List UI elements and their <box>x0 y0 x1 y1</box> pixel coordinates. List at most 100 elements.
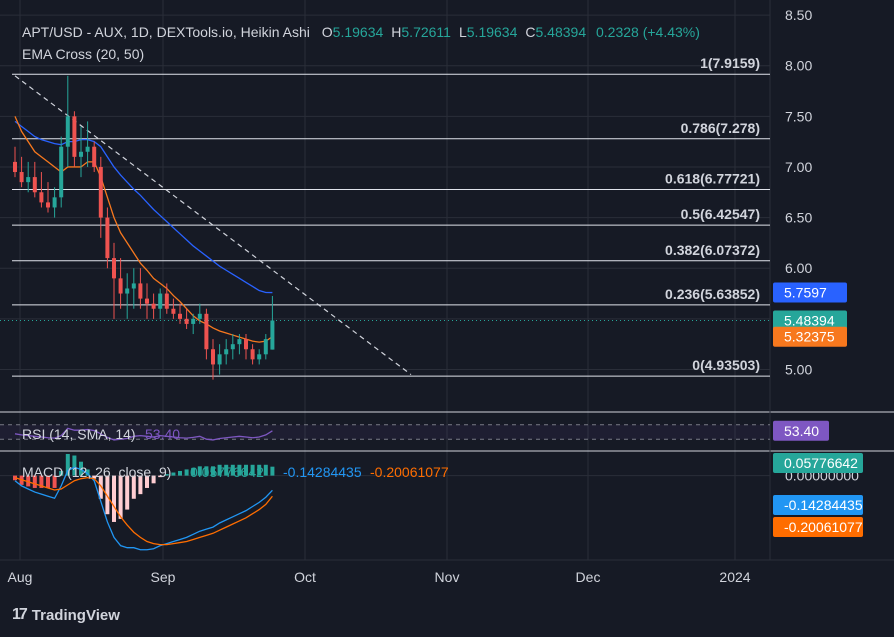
ohlc-label-o: O <box>321 24 333 40</box>
price-badge-label-ema_fast: 5.32375 <box>784 329 835 345</box>
candle-body <box>184 318 189 324</box>
candle-body <box>52 197 57 208</box>
price-tick-label: 7.00 <box>785 159 812 175</box>
signal-line <box>14 477 273 546</box>
macd-hist-bar <box>118 475 123 519</box>
macd-hist_badge <box>773 453 863 473</box>
macd-macd_badge <box>773 495 863 515</box>
macd-hist-bar <box>145 475 149 488</box>
chart-header: APT/USD - AUX, 1D, DEXTools.io, Heikin A… <box>22 24 700 40</box>
fib-label: 0.5(6.42547) <box>681 206 760 222</box>
ema-slow-line <box>14 120 273 294</box>
candle-body <box>19 172 24 183</box>
brand-name: TradingView <box>31 606 120 624</box>
candle-body <box>151 303 156 309</box>
macd-hist-bar <box>105 475 110 515</box>
macd-hist-bar <box>270 466 275 476</box>
candle-body <box>125 288 130 294</box>
macd-hist-bar <box>171 472 176 476</box>
candle-body <box>270 320 275 350</box>
fib-label: 0.618(6.77721) <box>665 171 760 187</box>
macd-hist-bar <box>72 455 77 476</box>
symbol-title: APT/USD - AUX, 1D, DEXTools.io, Heikin A… <box>22 24 310 40</box>
macd-hist-bar <box>191 467 196 476</box>
time-tick-label: Nov <box>435 569 460 585</box>
candle-body <box>118 278 123 294</box>
candle-body <box>26 177 31 183</box>
macd-line <box>14 466 273 551</box>
macd-hist_badge-label: 0.05776642 <box>784 455 858 471</box>
price-badge-ema_fast <box>773 326 847 347</box>
candle-body <box>79 151 83 157</box>
candle-body <box>46 202 50 208</box>
price-tick-label: 6.50 <box>785 210 812 226</box>
macd-signal_badge <box>773 517 863 537</box>
candle-body <box>171 308 176 314</box>
candle-body <box>244 339 248 350</box>
candle-body <box>65 116 70 147</box>
macd-hist-bar <box>197 466 202 476</box>
macd-hist-bar <box>211 466 215 476</box>
ohlc-label-l: L <box>458 24 467 40</box>
candle-body <box>138 283 143 299</box>
macd-hist-bar <box>65 453 70 476</box>
candle-body <box>72 116 77 157</box>
candle-body <box>204 313 209 350</box>
price-tick-label: 7.50 <box>785 108 812 124</box>
price-badge-label-ema_slow: 5.7597 <box>784 285 827 301</box>
macd-hist-bar <box>98 475 103 499</box>
fib-label: 0.786(7.278) <box>681 120 760 136</box>
macd-hist-bar <box>250 464 255 476</box>
candle-body <box>158 293 163 309</box>
candle-body <box>13 161 17 173</box>
price-badge-ema_slow <box>773 282 847 303</box>
price-badge-price <box>773 310 847 331</box>
ohlc-value-o: 5.19634 <box>332 24 384 40</box>
candle-body <box>145 298 149 304</box>
macd-hist-bar <box>92 475 97 479</box>
macd-hist-bar <box>32 475 37 488</box>
macd-legend-signal: -0.20061077 <box>370 464 449 480</box>
tradingview-logo-icon: 17 <box>12 606 28 623</box>
macd-hist-bar <box>79 461 83 476</box>
macd-hist-bar <box>230 464 235 476</box>
macd-hist-bar <box>184 469 189 476</box>
macd-hist-bar <box>224 464 229 476</box>
change-value: 0.2328 (+4.43%) <box>596 24 700 40</box>
candle-body <box>112 258 116 279</box>
candle-body <box>197 313 202 319</box>
candle-body <box>131 283 136 289</box>
candle-body <box>191 318 196 324</box>
time-tick-label: Dec <box>576 569 601 585</box>
time-tick-label: Oct <box>294 569 316 585</box>
price-badge-label-price: 5.48394 <box>784 312 835 328</box>
rsi-band <box>0 424 770 440</box>
candle-body <box>211 349 215 365</box>
macd-hist-bar <box>217 464 222 476</box>
ohlc-value-h: 5.72611 <box>401 24 451 40</box>
price-tick-label: 8.50 <box>785 7 812 23</box>
macd-legend-macd: -0.14284435 <box>283 464 362 480</box>
macd-hist-bar <box>257 464 262 476</box>
ohlc-label-h: H <box>391 24 402 40</box>
macd-legend-hist: 0.05776642 <box>190 464 264 480</box>
macd-hist-bar <box>204 466 209 476</box>
fib-label: 1(7.9159) <box>700 55 760 71</box>
ohlc-value-c: 5.48394 <box>535 24 587 40</box>
macd-hist-bar <box>263 464 268 476</box>
rsi-badge-label: 53.40 <box>784 423 819 439</box>
macd-hist-bar <box>237 464 242 476</box>
macd-hist-bar <box>178 470 182 476</box>
candle-body <box>250 349 255 360</box>
macd-hist-bar <box>125 475 130 510</box>
macd-hist-bar <box>158 475 163 478</box>
fib-label: 0(4.93503) <box>692 357 760 373</box>
tradingview-logo[interactable]: 17 TradingView <box>12 606 120 624</box>
candle-body <box>98 166 103 218</box>
candle-body <box>59 146 64 198</box>
macd-hist-bar <box>85 469 90 476</box>
fib-label: 0.236(5.63852) <box>665 286 760 302</box>
macd-hist-bar <box>138 475 143 495</box>
candle-body <box>263 339 268 355</box>
price-tick-label: 6.00 <box>785 260 812 276</box>
